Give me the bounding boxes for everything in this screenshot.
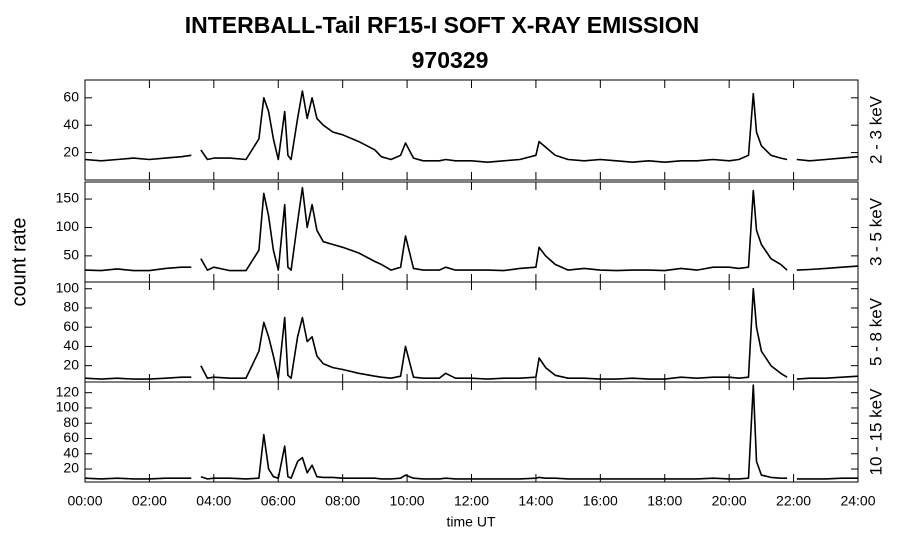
x-axis-label: time UT [447, 514, 496, 530]
y-tick-label: 60 [63, 89, 79, 105]
panel-label: 5 - 8 keV [866, 297, 885, 366]
y-tick-label: 50 [63, 247, 79, 263]
x-tick-label: 14:00 [518, 493, 553, 509]
y-tick-label: 80 [63, 414, 79, 430]
x-tick-label: 02:00 [132, 493, 167, 509]
data-line [85, 186, 858, 272]
y-tick-label: 100 [56, 399, 80, 415]
y-tick-label: 20 [63, 356, 79, 372]
x-tick-label: 24:00 [840, 493, 875, 509]
x-tick-label: 00:00 [67, 493, 102, 509]
x-tick-label: 06:00 [261, 493, 296, 509]
y-tick-label: 120 [56, 383, 80, 399]
data-line [85, 90, 858, 163]
x-tick-label: 18:00 [647, 493, 682, 509]
chart-subtitle: 970329 [412, 47, 489, 73]
y-tick-label: 20 [63, 460, 79, 476]
x-tick-label: 22:00 [776, 493, 811, 509]
y-tick-label: 40 [63, 444, 79, 460]
panel-label: 3 - 5 keV [866, 197, 885, 266]
x-tick-label: 04:00 [196, 493, 231, 509]
panel-frame [84, 79, 859, 181]
data-line [85, 384, 858, 480]
y-tick-label: 20 [63, 143, 79, 159]
x-tick-label: 10:00 [390, 493, 425, 509]
y-tick-label: 40 [63, 116, 79, 132]
chart-title: INTERBALL-Tail RF15-I SOFT X-RAY EMISSIO… [185, 12, 700, 38]
x-tick-label: 16:00 [583, 493, 618, 509]
x-tick-label: 08:00 [325, 493, 360, 509]
x-tick-label: 12:00 [454, 493, 489, 509]
y-tick-label: 60 [63, 318, 79, 334]
panel-label: 2 - 3 keV [866, 95, 885, 164]
y-tick-label: 60 [63, 429, 79, 445]
x-tick-label: 20:00 [712, 493, 747, 509]
data-line [85, 287, 858, 380]
y-axis-label: count rate [8, 218, 30, 307]
y-tick-label: 100 [56, 279, 80, 295]
y-tick-label: 40 [63, 337, 79, 353]
y-tick-label: 100 [56, 218, 80, 234]
y-tick-label: 150 [56, 190, 80, 206]
panel-label: 10 - 15 keV [866, 388, 885, 476]
y-tick-label: 80 [63, 299, 79, 315]
panel-frame [84, 381, 859, 483]
